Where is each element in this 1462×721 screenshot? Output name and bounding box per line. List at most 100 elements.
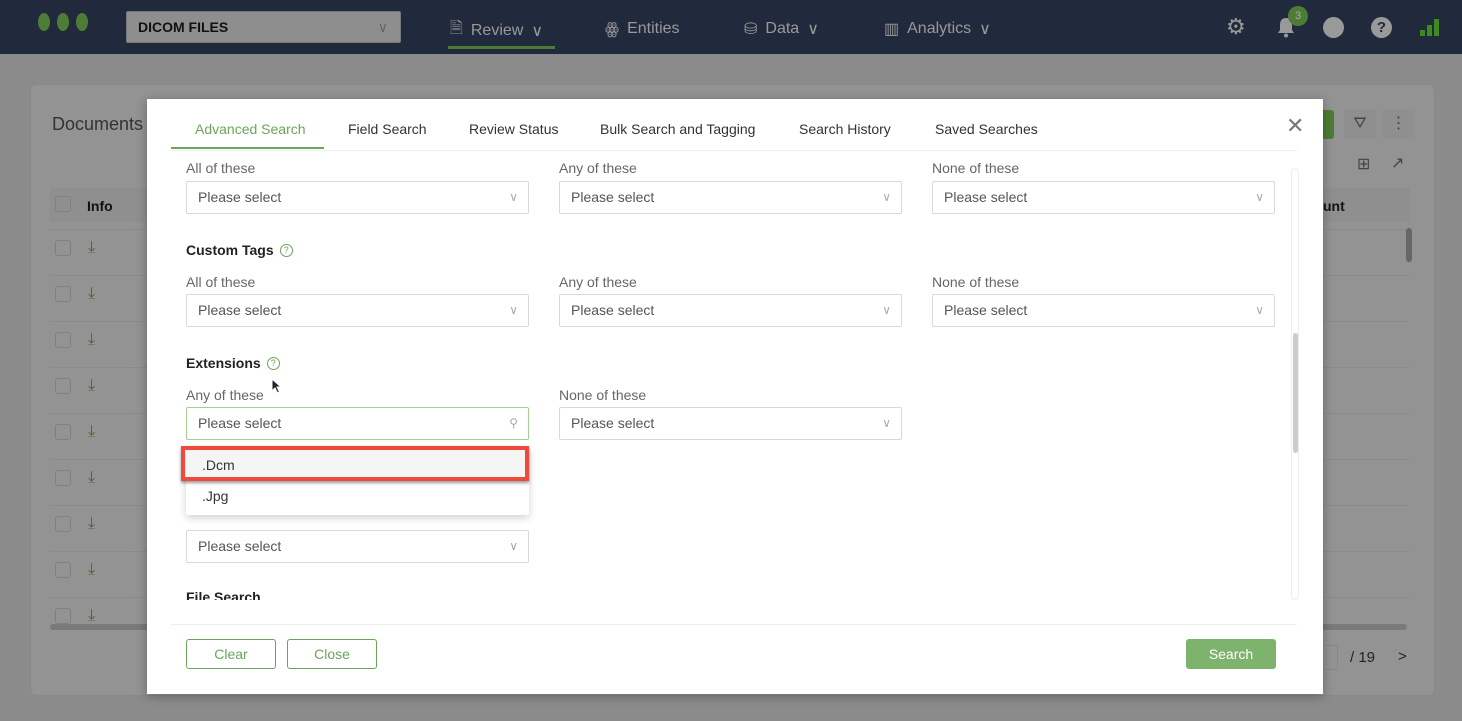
placeholder: Please select <box>944 302 1028 318</box>
heading-text: File Search <box>186 589 261 600</box>
option-dcm[interactable]: .Dcm <box>186 450 529 481</box>
row-checkbox[interactable] <box>55 608 71 624</box>
download-icon[interactable]: ⤓ <box>88 423 96 440</box>
user-icon[interactable] <box>1323 17 1344 38</box>
col-info: Info <box>87 198 113 214</box>
download-icon[interactable]: ⤓ <box>88 469 96 486</box>
next-field-select[interactable]: Please select ∨ <box>186 530 529 563</box>
external-link-icon[interactable]: ↗ <box>1391 155 1405 172</box>
field-label: None of these <box>932 274 1020 290</box>
nav-label: Data <box>765 20 800 37</box>
download-icon[interactable]: ⤓ <box>88 515 96 532</box>
download-icon[interactable]: ⤓ <box>88 239 96 256</box>
form-scrollbar[interactable] <box>1291 168 1299 600</box>
download-icon[interactable]: ⤓ <box>88 285 96 302</box>
search-form: All of these Any of these None of these … <box>147 152 1297 600</box>
row-checkbox[interactable] <box>55 378 71 394</box>
custom-tags-all-select[interactable]: Please select ∨ <box>186 294 529 327</box>
top-all-select[interactable]: Please select ∨ <box>186 181 529 214</box>
tab-advanced-search[interactable]: Advanced Search <box>195 121 306 137</box>
tab-field-search[interactable]: Field Search <box>348 121 427 137</box>
entities-icon: ꙮ <box>605 21 620 38</box>
highlight-box <box>181 446 529 481</box>
clear-button[interactable]: Clear <box>186 639 276 669</box>
extensions-dropdown: .Dcm .Jpg <box>186 447 529 515</box>
custom-tags-heading: Custom Tags? <box>186 242 293 258</box>
file-search-heading: File Search <box>186 589 261 600</box>
chevron-down-icon: ∨ <box>377 19 388 35</box>
bar-chart-icon: ▥ <box>884 21 900 38</box>
download-icon[interactable]: ⤓ <box>88 607 96 624</box>
chevron-down-icon: ∨ <box>509 303 518 317</box>
chevron-down-icon: ∨ <box>882 190 891 204</box>
project-select[interactable]: DICOM FILES ∨ <box>126 11 401 43</box>
gear-icon[interactable]: ⚙ <box>1226 14 1246 39</box>
table-vscrollbar[interactable] <box>1406 228 1412 262</box>
more-icon[interactable]: ⋮ <box>1383 109 1414 139</box>
active-tab-underline <box>171 147 324 149</box>
heading-text: Custom Tags <box>186 242 274 258</box>
option-jpg[interactable]: .Jpg <box>202 488 229 504</box>
field-label: None of these <box>559 387 647 403</box>
tab-bulk-search-and-tagging[interactable]: Bulk Search and Tagging <box>600 121 756 137</box>
placeholder: Please select <box>198 302 282 318</box>
row-checkbox[interactable] <box>55 470 71 486</box>
search-icon: ⚲ <box>509 416 518 430</box>
custom-tags-any-select[interactable]: Please select ∨ <box>559 294 902 327</box>
select-all-checkbox[interactable] <box>55 196 71 212</box>
custom-tags-none-select[interactable]: Please select ∨ <box>932 294 1275 327</box>
extensions-none-select[interactable]: Please select ∨ <box>559 407 902 440</box>
chevron-down-icon: ∨ <box>509 190 518 204</box>
chevron-down-icon: ∨ <box>882 303 891 317</box>
row-checkbox[interactable] <box>55 424 71 440</box>
notification-badge: 3 <box>1288 6 1308 26</box>
download-icon[interactable]: ⤓ <box>88 377 96 394</box>
nav-data[interactable]: ⛁ Data ∨ <box>744 19 819 39</box>
database-icon: ⛁ <box>744 21 758 38</box>
help-icon[interactable]: ? <box>266 356 280 370</box>
grid-icon[interactable]: ⊞ <box>1357 156 1371 173</box>
pagination-total: / 19 <box>1350 649 1376 666</box>
top-nav: DICOM FILES ∨ 🗎 Review ∨ ꙮ Entities ⛁ Data ∨ ▥… <box>0 0 1462 54</box>
extensions-any-input[interactable]: Please select ⚲ <box>186 407 529 440</box>
nav-label: Entities <box>627 20 680 37</box>
tab-review-status[interactable]: Review Status <box>469 121 559 137</box>
field-label: All of these <box>186 274 256 290</box>
download-icon[interactable]: ⤓ <box>88 331 96 348</box>
row-checkbox[interactable] <box>55 240 71 256</box>
help-icon[interactable]: ? <box>1371 17 1392 38</box>
document-icon: 🗎 <box>450 20 463 37</box>
placeholder: Please select <box>198 415 282 431</box>
search-button[interactable]: Search <box>1186 639 1276 669</box>
close-icon[interactable]: ✕ <box>1286 113 1305 138</box>
row-checkbox[interactable] <box>55 562 71 578</box>
nav-entities[interactable]: ꙮ Entities <box>605 19 680 39</box>
close-button[interactable]: Close <box>287 639 377 669</box>
nav-review[interactable]: 🗎 Review ∨ <box>450 17 543 44</box>
download-icon[interactable]: ⤓ <box>88 561 96 578</box>
row-checkbox[interactable] <box>55 332 71 348</box>
field-label: Any of these <box>559 274 637 290</box>
documents-title: Documents <box>52 114 144 134</box>
chevron-down-icon: ∨ <box>509 539 518 553</box>
app-logo[interactable] <box>38 0 93 54</box>
heading-text: Extensions <box>186 355 261 371</box>
new-button[interactable] <box>1323 110 1334 139</box>
nav-analytics[interactable]: ▥ Analytics ∨ <box>884 19 991 39</box>
filter-icon[interactable]: ⛛ <box>1344 109 1376 139</box>
col-count: unt <box>1323 198 1345 214</box>
top-any-select[interactable]: Please select ∨ <box>559 181 902 214</box>
field-label: All of these <box>186 160 256 176</box>
row-checkbox[interactable] <box>55 516 71 532</box>
row-checkbox[interactable] <box>55 286 71 302</box>
field-label: Any of these <box>186 387 264 403</box>
tab-search-history[interactable]: Search History <box>799 121 891 137</box>
help-icon[interactable]: ? <box>279 243 293 257</box>
tab-saved-searches[interactable]: Saved Searches <box>935 121 1038 137</box>
extensions-heading: Extensions? <box>186 355 280 371</box>
project-name: DICOM FILES <box>138 19 229 35</box>
chevron-down-icon: ∨ <box>979 21 991 38</box>
top-none-select[interactable]: Please select ∨ <box>932 181 1275 214</box>
mouse-cursor <box>271 378 282 394</box>
next-page-button[interactable]: > <box>1398 648 1407 665</box>
